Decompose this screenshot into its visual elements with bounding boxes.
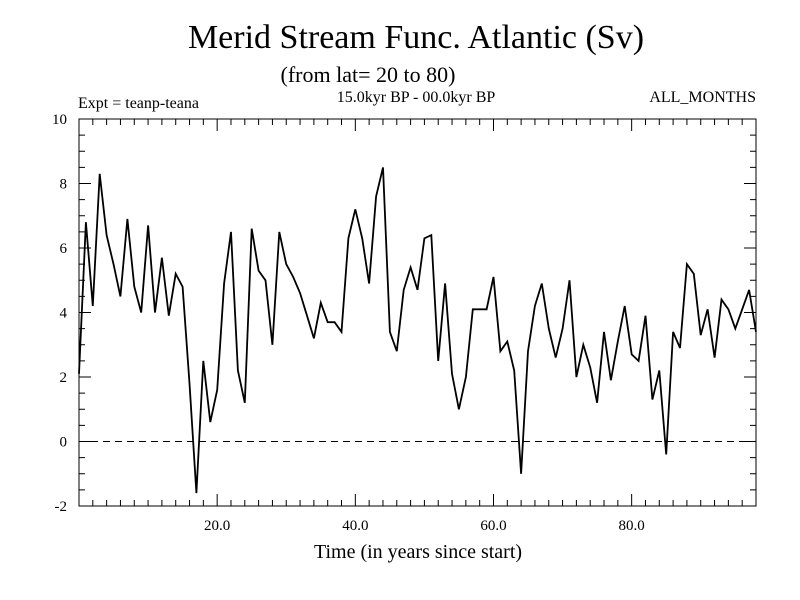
axis-tick-labels: 20.0 40.0 60.0 80.0 -2 0 2 4 6 8 10 [52,112,645,534]
y-tick-label: -2 [55,499,68,515]
chart-title: Merid Stream Func. Atlantic (Sv) [188,19,644,56]
y-tick-label: 10 [52,112,67,128]
x-tick-label: 60.0 [480,518,506,534]
chart-subtitle: (from lat= 20 to 80) [281,62,456,87]
x-tick-label: 40.0 [342,518,368,534]
x-tick-label: 20.0 [204,518,230,534]
axis-ticks [79,118,756,507]
y-tick-label: 6 [60,241,68,257]
y-tick-label: 0 [60,435,68,451]
series-group [78,167,757,494]
plot-area-border [78,118,757,507]
series-line [78,167,757,494]
y-tick-label: 2 [60,370,68,386]
x-axis-label: Time (in years since start) [314,541,522,563]
y-tick-label: 8 [60,177,68,193]
y-tick-label: 4 [60,306,68,322]
x-tick-label: 80.0 [619,518,645,534]
annotation-expt: Expt = teanp-teana [78,95,199,112]
annotation-period: 15.0kyr BP - 00.0kyr BP [337,89,496,106]
plot-frame [78,118,757,507]
annotation-months: ALL_MONTHS [649,89,756,106]
